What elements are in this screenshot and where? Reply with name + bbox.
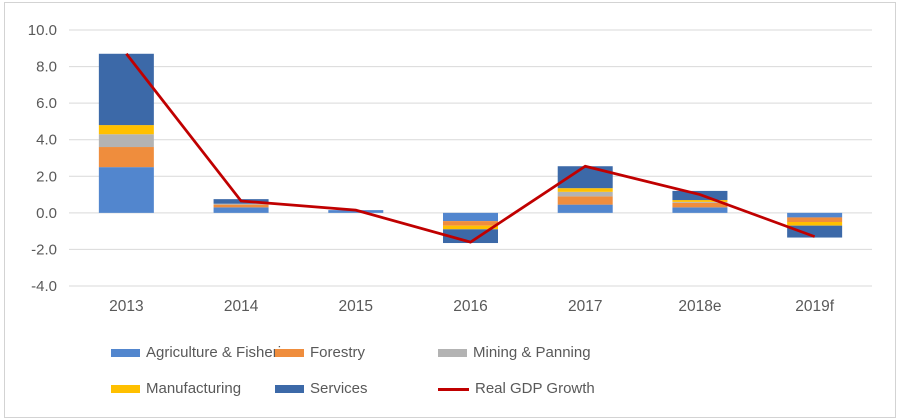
- bar-segment-manufacturing-2018e: [672, 200, 728, 202]
- legend-label: Agriculture & Fisheries: [146, 344, 297, 361]
- bar-segment-manufacturing-2013: [98, 125, 154, 135]
- legend-label: Forestry: [310, 344, 366, 361]
- bar-segment-agriculture-fisheries-2018e: [672, 207, 728, 213]
- x-axis-label: 2018e: [678, 298, 721, 315]
- bar-segment-services-2017: [557, 166, 613, 189]
- y-axis-label: 6.0: [36, 95, 57, 112]
- legend-item-real-gdp-growth: Real GDP Growth: [438, 381, 595, 397]
- bar-segment-manufacturing-2017: [557, 188, 613, 192]
- bar-segment-services-2019f: [787, 225, 843, 238]
- x-axis-label: 2015: [339, 298, 373, 315]
- bar-segment-forestry-2013: [98, 147, 154, 168]
- bar-segment-forestry-2014: [213, 204, 269, 208]
- bar-segment-agriculture-fisheries-2016: [443, 212, 498, 222]
- legend-line-swatch: [438, 387, 469, 391]
- x-axis-label: 2014: [224, 298, 259, 315]
- legend-label: Mining & Panning: [473, 344, 591, 361]
- legend-item-agriculture-fisheries: Agriculture & Fisheries: [111, 345, 297, 361]
- legend-color-swatch: [438, 349, 467, 357]
- bar-segment-services-2013: [98, 53, 154, 126]
- legend-item-services: Services: [275, 381, 368, 397]
- bar-segment-mining-panning-2017: [557, 191, 613, 197]
- bar-segment-forestry-2016: [443, 221, 498, 226]
- bar-segment-agriculture-fisheries-2013: [98, 167, 154, 213]
- real-gdp-growth-line: [125, 52, 816, 244]
- y-axis-label: 8.0: [36, 59, 57, 76]
- y-axis-label: -2.0: [31, 241, 57, 258]
- bar-segment-forestry-2017: [557, 196, 613, 205]
- bar-segment-manufacturing-2019f: [787, 222, 843, 226]
- y-axis-label: -4.0: [31, 278, 57, 295]
- legend-color-swatch: [111, 349, 140, 357]
- bar-segment-agriculture-fisheries-2014: [213, 207, 269, 213]
- y-axis-label: 0.0: [36, 205, 57, 222]
- bar-segment-forestry-2018e: [672, 202, 728, 208]
- legend-item-manufacturing: Manufacturing: [111, 381, 241, 397]
- bar-segment-mining-panning-2014: [213, 203, 269, 205]
- bar-segment-mining-panning-2013: [98, 134, 154, 148]
- legend-item-forestry: Forestry: [275, 345, 365, 361]
- bar-segment-mining-panning-2018e: [672, 201, 728, 203]
- y-axis-label: 4.0: [36, 132, 57, 149]
- bar-segment-forestry-2019f: [787, 217, 843, 222]
- legend-label: Real GDP Growth: [475, 380, 595, 397]
- x-axis-label: 2019f: [795, 298, 834, 315]
- bar-segment-agriculture-fisheries-2017: [557, 204, 613, 213]
- legend-item-mining-panning: Mining & Panning: [438, 345, 591, 361]
- legend-color-swatch: [111, 385, 140, 393]
- bar-segment-agriculture-fisheries-2019f: [787, 212, 843, 218]
- legend-color-swatch: [275, 385, 304, 393]
- legend-label: Services: [310, 380, 368, 397]
- y-axis-label: 2.0: [36, 168, 57, 185]
- legend-label: Manufacturing: [146, 380, 242, 397]
- x-axis-label: 2017: [568, 298, 602, 315]
- bar-segment-manufacturing-2016: [443, 225, 498, 230]
- x-axis-label: 2016: [453, 298, 487, 315]
- y-axis-label: 10.0: [28, 22, 57, 39]
- legend-color-swatch: [275, 349, 304, 357]
- x-axis-label: 2013: [109, 298, 143, 315]
